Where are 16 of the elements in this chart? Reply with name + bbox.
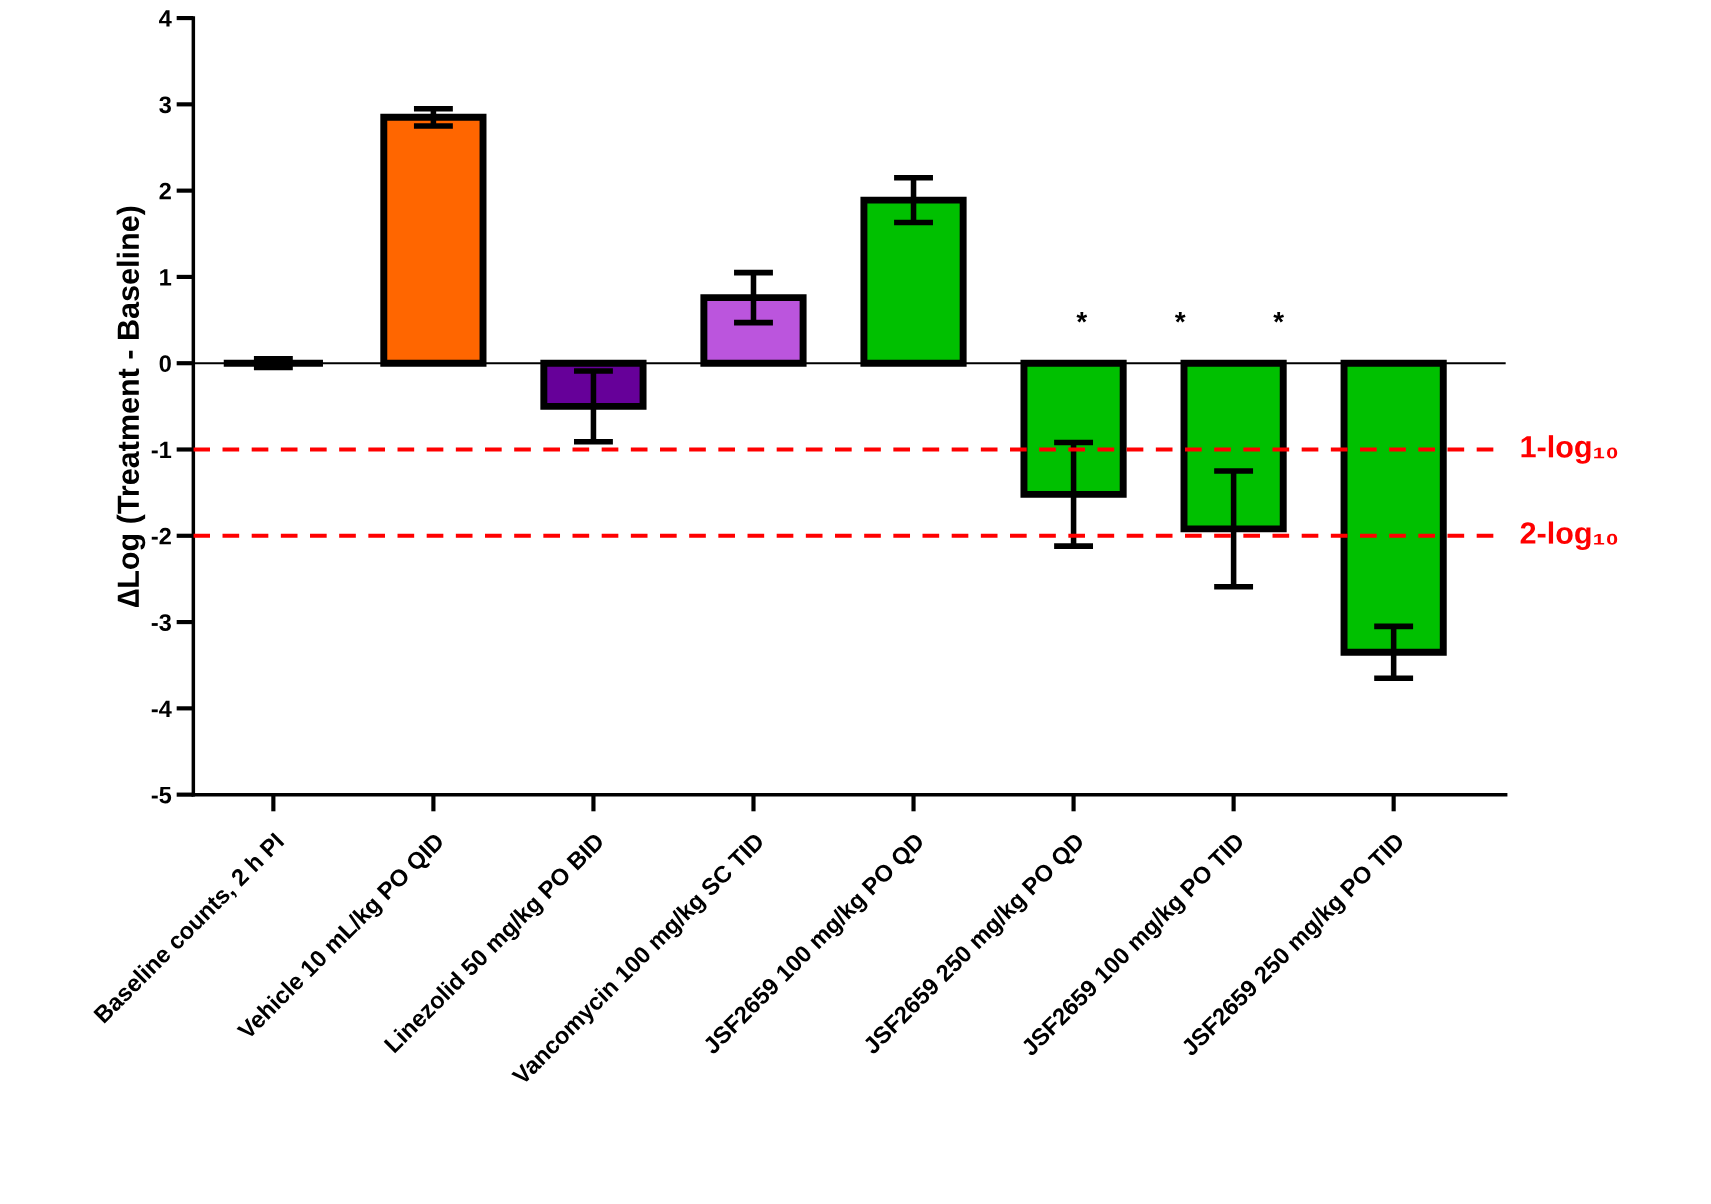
annotation: * <box>1076 312 1088 323</box>
y-tick-label: -4 <box>151 700 172 717</box>
y-tick-label: 1 <box>160 269 172 286</box>
y-tick-label: 2 <box>159 182 171 200</box>
y-tick-label: -5 <box>151 786 172 804</box>
y-axis-title: ∆Log (Treatment - Baseline) <box>116 206 146 607</box>
annotation: * <box>1174 312 1186 323</box>
y-tick-label: 3 <box>159 96 171 114</box>
y-tick-label: -1 <box>151 441 172 459</box>
y-tick-label: 4 <box>159 10 172 27</box>
y-tick-label: -3 <box>151 614 171 631</box>
annotation: * <box>1273 312 1285 323</box>
ref-line-label: 1-log₁₀ <box>1521 435 1618 464</box>
y-tick-label: -2 <box>151 527 171 545</box>
ref-line-label: 2-log₁₀ <box>1520 521 1618 551</box>
y-tick-label: 0 <box>159 355 171 372</box>
